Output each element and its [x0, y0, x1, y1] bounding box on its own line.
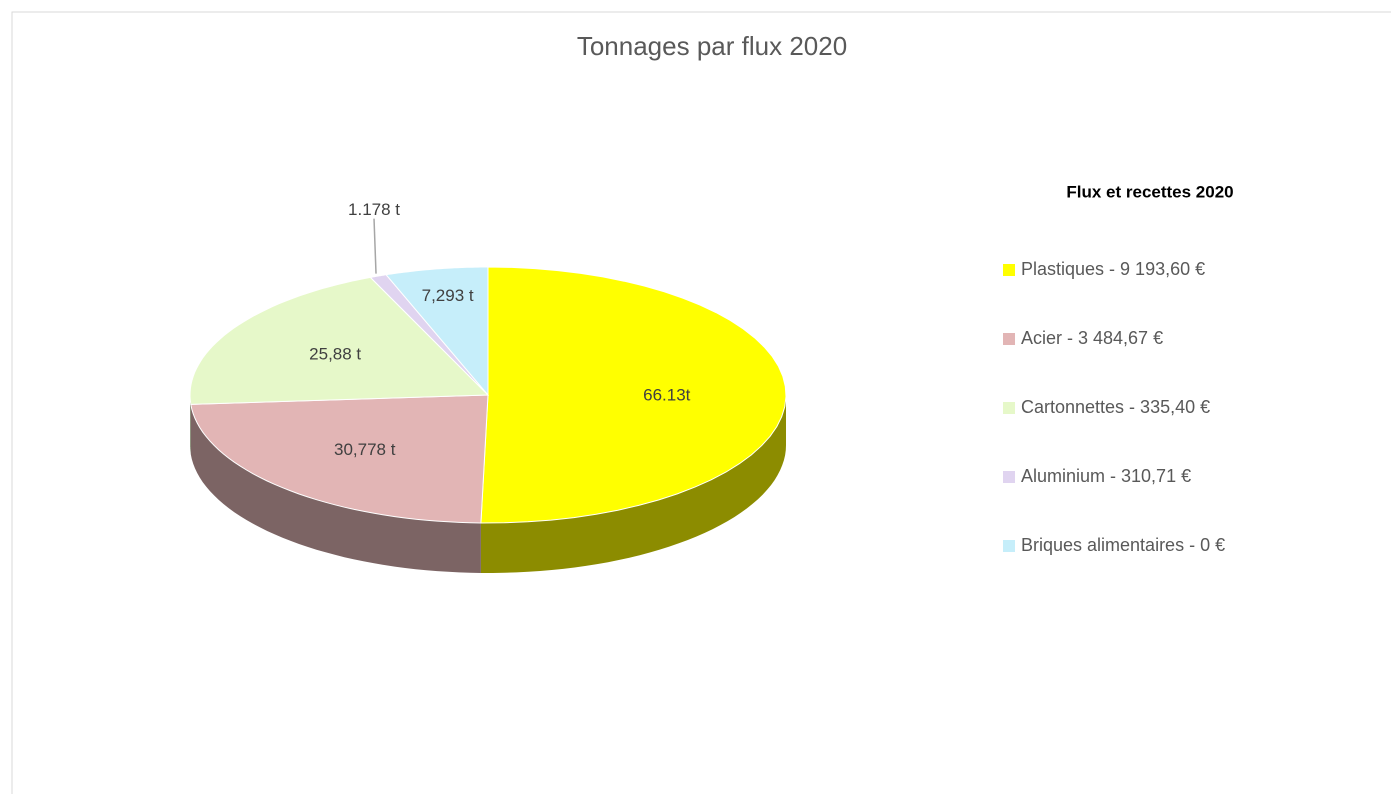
- slice: [385, 266, 489, 397]
- slice-side: [480, 395, 786, 573]
- leader-line: [373, 218, 377, 274]
- legend-label: Briques alimentaires - 0 €: [1021, 535, 1225, 555]
- data-label: 7,293 t: [422, 286, 474, 305]
- slice: [369, 274, 489, 396]
- legend-label: Acier - 3 484,67 €: [1021, 328, 1163, 348]
- legend-title: Flux et recettes 2020: [1066, 182, 1233, 201]
- slice: [480, 266, 787, 524]
- slice: [189, 276, 490, 405]
- data-label: 1.178 t: [348, 200, 400, 219]
- legend-label: Aluminium - 310,71 €: [1021, 466, 1191, 486]
- chart-title: Tonnages par flux 2020: [577, 31, 847, 61]
- data-label: 25,88 t: [309, 345, 361, 364]
- legend-swatch: [1003, 471, 1015, 483]
- legend-label: Plastiques - 9 193,60 €: [1021, 259, 1205, 279]
- slice: [190, 394, 489, 524]
- slice-side: [190, 404, 481, 573]
- data-label: 66.13t: [643, 385, 691, 404]
- slice-side: [190, 395, 191, 455]
- data-label: 30,778 t: [334, 440, 396, 459]
- legend-label: Cartonnettes - 335,40 €: [1021, 397, 1210, 417]
- legend-swatch: [1003, 333, 1015, 345]
- legend-swatch: [1003, 264, 1015, 276]
- legend-swatch: [1003, 540, 1015, 552]
- legend-swatch: [1003, 402, 1015, 414]
